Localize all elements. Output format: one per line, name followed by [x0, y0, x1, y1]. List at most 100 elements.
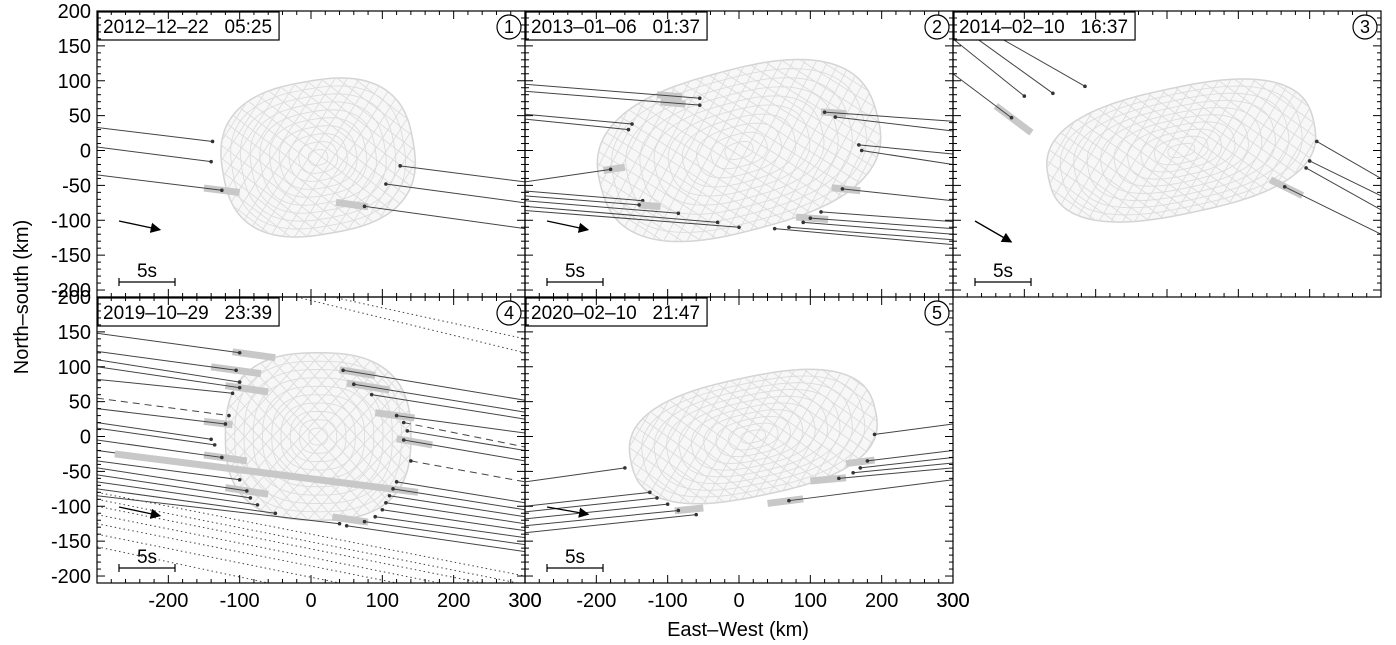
motion-arrow-icon — [546, 506, 590, 518]
chord-line — [867, 449, 953, 462]
panel-plot-area — [97, 297, 525, 583]
chord-line — [353, 383, 525, 413]
chord-endpoint — [623, 466, 627, 470]
chord-endpoint — [865, 459, 870, 463]
scale-bar-label: 5s — [137, 261, 157, 282]
chord-line — [385, 502, 525, 525]
chord-endpoint — [1315, 139, 1319, 144]
chord-line — [396, 415, 525, 434]
chord-line — [525, 190, 643, 202]
event-date-box — [97, 11, 280, 41]
chord-endpoint — [394, 413, 399, 418]
y-axis-label: North–south (km) — [11, 220, 33, 375]
shape-model — [209, 65, 427, 250]
y-tick-label: 200 — [58, 287, 91, 309]
panel-number: 3 — [1360, 17, 1370, 37]
mesh-lines — [225, 352, 411, 521]
chord-line — [525, 467, 625, 483]
chord-line — [525, 113, 633, 125]
motion-arrow-icon — [546, 220, 590, 233]
chord-endpoint — [787, 225, 791, 230]
panel-ticks — [524, 296, 954, 583]
y-tick-label: -150 — [51, 531, 91, 553]
chord-endpoint — [341, 368, 345, 373]
chord-endpoint — [237, 351, 242, 355]
panel-number: 5 — [932, 303, 942, 323]
event-date-box — [953, 11, 1136, 41]
chord-endpoint — [344, 524, 349, 528]
chords — [525, 83, 953, 246]
chord-endpoint — [255, 503, 260, 507]
chords — [525, 423, 953, 534]
chord-endpoint — [694, 512, 698, 517]
chord-line — [525, 118, 629, 131]
chord-line — [97, 408, 226, 425]
chord-endpoint — [833, 115, 838, 119]
chord-line — [525, 83, 700, 99]
chord-line — [375, 516, 525, 539]
mesh-lines — [1035, 60, 1327, 241]
panel-number-circle — [1352, 14, 1378, 40]
chord-line — [858, 144, 953, 155]
chord-endpoint — [626, 127, 631, 132]
chord-line — [296, 297, 525, 354]
chord-line — [810, 217, 953, 230]
chord-endpoint — [715, 220, 720, 225]
chord-line — [1305, 167, 1381, 211]
chord-line — [97, 523, 397, 583]
chord-endpoint — [391, 487, 395, 491]
x-tick-label: 100 — [794, 590, 827, 612]
motion-arrow-icon — [974, 220, 1013, 243]
y-tick-label: 150 — [58, 36, 91, 58]
motion-arrow-icon — [118, 220, 162, 233]
chord-endpoint — [223, 422, 228, 426]
chord-line — [343, 369, 525, 401]
chord-line — [389, 495, 525, 518]
panel-number-circle — [924, 300, 950, 326]
chord-endpoint — [655, 496, 659, 500]
chord-line — [332, 297, 525, 340]
chord-line — [860, 456, 953, 469]
chords — [97, 297, 525, 583]
chord-line — [346, 525, 525, 553]
chord-endpoint — [858, 466, 863, 470]
chord-line — [97, 359, 240, 383]
panel-number: 1 — [504, 17, 514, 37]
chord-line — [97, 488, 276, 514]
panel-number-circle — [496, 300, 522, 326]
x-tick-label: -200 — [576, 590, 616, 612]
y-tick-label: -150 — [51, 245, 91, 267]
chord-line — [820, 211, 953, 223]
panel-number-circle — [496, 14, 522, 40]
chord-endpoint — [387, 494, 392, 498]
y-tick-label: 50 — [69, 106, 91, 128]
panel-5: 5s 2020–02–10 21:47 5 — [524, 296, 954, 584]
chord-error-bar — [114, 450, 419, 496]
chord-endpoint — [637, 203, 641, 207]
chord-line — [97, 546, 269, 583]
shape-model — [224, 352, 412, 521]
chord-endpoint — [212, 443, 217, 447]
chord-endpoint — [648, 490, 652, 495]
panel-number-circle — [924, 14, 950, 40]
chord-endpoint — [401, 438, 406, 442]
chord-line — [97, 533, 340, 583]
shape-outline — [220, 77, 417, 238]
chord-line — [525, 210, 740, 228]
chord-endpoint — [220, 188, 224, 193]
x-tick-label: 0 — [305, 590, 316, 612]
chord-line — [97, 474, 251, 499]
y-tick-label: 100 — [58, 71, 91, 93]
chord-line — [838, 467, 953, 479]
chord-endpoint — [1282, 184, 1287, 189]
chord-line — [364, 205, 525, 230]
event-date-box — [525, 297, 708, 327]
chord-line — [97, 422, 212, 440]
chord-line — [403, 439, 525, 462]
chord-endpoint — [237, 380, 242, 384]
chord-endpoint — [819, 210, 823, 214]
chord-error-bar — [335, 198, 369, 211]
chord-endpoint — [1051, 91, 1055, 96]
chord-line — [1309, 160, 1381, 197]
